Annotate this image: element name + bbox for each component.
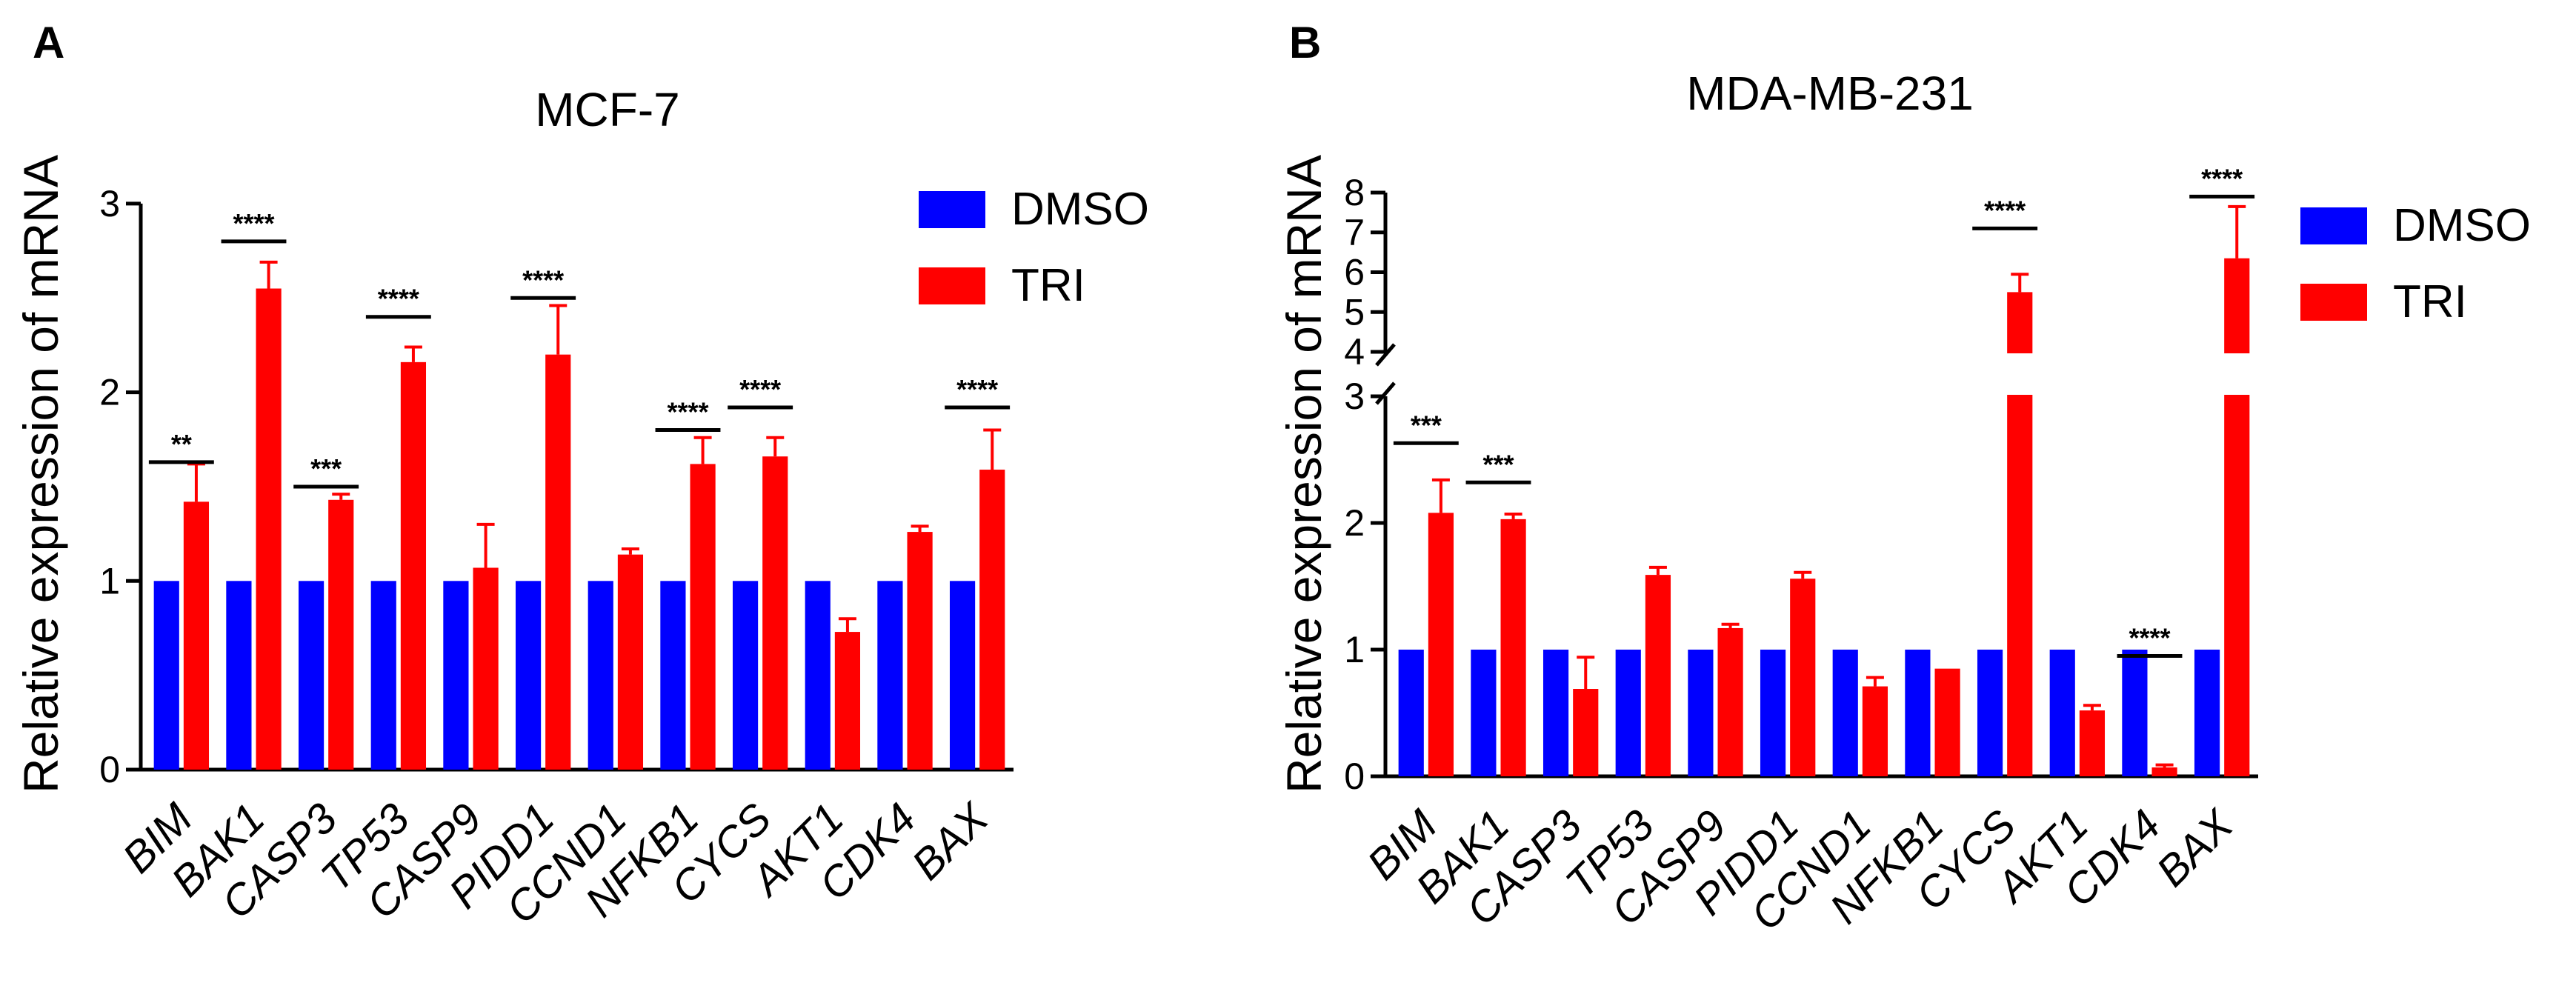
panel-b-significance-label: **** xyxy=(1984,195,2026,225)
panel-b-y-axis-label: Relative expression of mRNA xyxy=(1277,155,1331,793)
panel-b-title: MDA-MB-231 xyxy=(1686,67,1974,120)
panel-a-bar-dmso xyxy=(298,581,325,770)
panel-b-bar-break-gap xyxy=(2223,353,2251,395)
panel-b-bar-tri xyxy=(1790,579,1816,776)
panel-a-bar-tri xyxy=(979,470,1005,770)
panel-a-bar-tri xyxy=(834,632,861,770)
panel-a-bar-dmso xyxy=(660,581,686,770)
panel-b-bar-tri xyxy=(1862,686,1888,776)
panel-b-bar-dmso xyxy=(1905,650,1931,776)
panel-a-plot: 0123BIMBAK1CASP3TP53CASP9PIDD1CCND1NFKB1… xyxy=(99,183,1149,933)
panel-a-significance-label: **** xyxy=(233,208,274,239)
panel-a-bar-tri xyxy=(545,354,571,770)
panel-a-legend-label-dmso: DMSO xyxy=(1011,184,1149,235)
panel-a-legend-swatch-dmso xyxy=(919,191,985,228)
panel-b-legend-swatch-tri xyxy=(2300,284,2367,321)
panel-a-bar-dmso xyxy=(443,581,469,770)
panel-b-bar-tri xyxy=(2151,767,2177,776)
panel-a-bar-tri xyxy=(183,501,210,770)
panel-b-bar-dmso xyxy=(1471,650,1497,776)
panel-b-bar-dmso xyxy=(1398,650,1424,776)
panel-a-bar-dmso xyxy=(588,581,613,770)
panel-a-significance-label: **** xyxy=(378,284,419,314)
panel-a-bar-dmso xyxy=(732,581,759,770)
panel-a-bar-dmso xyxy=(226,581,252,770)
panel-a-bar-dmso xyxy=(877,581,903,770)
panel-a-significance-label: ** xyxy=(171,429,192,459)
panel-a-bar-tri xyxy=(690,464,716,770)
panel-b-bar-dmso xyxy=(1977,650,2003,776)
panel-b-letter: B xyxy=(1289,18,1321,67)
panel-a-bar-dmso xyxy=(805,581,831,770)
panel-b-y-tick-label: 3 xyxy=(1344,376,1365,417)
panel-a-x-tick-label: BAX xyxy=(902,793,999,890)
panel-a-bar-dmso xyxy=(153,581,179,770)
panel-a-y-tick-label: 1 xyxy=(99,560,120,601)
panel-b-legend-swatch-dmso xyxy=(2300,207,2367,244)
panel-a-bar-tri xyxy=(762,456,788,770)
panel-a-bar-tri xyxy=(617,554,644,770)
panel-b-bar-dmso xyxy=(1615,650,1641,776)
panel-a-bar-dmso xyxy=(370,581,396,770)
panel-a-bar-dmso xyxy=(949,581,976,770)
panel-a-legend-label-tri: TRI xyxy=(1011,260,1085,311)
panel-a-significance-label: *** xyxy=(310,453,342,484)
panel-a-significance-label: **** xyxy=(667,397,708,427)
panel-a-y-tick-label: 2 xyxy=(99,372,120,413)
panel-b-bar-tri xyxy=(1717,627,1743,776)
panel-b-bar-dmso xyxy=(2122,650,2148,776)
panel-b-bar-dmso xyxy=(2049,650,2075,776)
panel-b-bar-tri xyxy=(2224,258,2250,776)
panel-a-bar-dmso xyxy=(515,581,542,770)
panel-b-bar-break-gap xyxy=(2006,353,2034,395)
panel-b-bar-dmso xyxy=(1542,650,1569,776)
panel-b-bar-tri xyxy=(1428,513,1454,776)
panel-b-significance-label: **** xyxy=(2129,623,2170,653)
panel-b-legend-label-dmso: DMSO xyxy=(2393,200,2531,251)
panel-b-bar-tri xyxy=(2079,710,2106,776)
panel-a-bar-tri xyxy=(473,567,499,770)
panel-b-bar-dmso xyxy=(1832,650,1858,776)
panel-b-bar-dmso xyxy=(1760,650,1786,776)
panel-b-y-tick-label: 8 xyxy=(1344,172,1365,213)
panel-b-axis-break-mark xyxy=(1375,381,1396,405)
panel-a-significance-label: **** xyxy=(739,374,781,404)
panel-b-significance-label: *** xyxy=(1482,449,1514,479)
panel-b-x-tick-label: BAX xyxy=(2147,800,2243,896)
panel-a-bar-tri xyxy=(907,532,933,770)
panel-a-title: MCF-7 xyxy=(535,83,680,136)
panel-b-bar-tri xyxy=(1934,668,1960,776)
panel-b-y-tick-label: 4 xyxy=(1344,331,1365,373)
panel-a-bar-tri xyxy=(256,288,282,770)
panel-b-bar-tri xyxy=(1573,689,1599,776)
panel-b-bar-dmso xyxy=(1688,650,1714,776)
panel-b-bar-dmso xyxy=(2194,650,2220,776)
panel-a-y-tick-label: 0 xyxy=(99,749,120,790)
panel-b-significance-label: *** xyxy=(1411,410,1442,440)
panel-b-y-tick-label: 7 xyxy=(1344,212,1365,253)
panel-a-bar-tri xyxy=(328,499,354,770)
panel-b-legend-label-tri: TRI xyxy=(2393,276,2467,327)
panel-a-y-tick-label: 3 xyxy=(99,183,120,224)
panel-b-axis-break-mark xyxy=(1375,343,1396,367)
panel-a-significance-label: **** xyxy=(522,264,564,295)
panel-b-y-tick-label: 6 xyxy=(1344,252,1365,293)
panel-a-legend-swatch-tri xyxy=(919,267,985,304)
panel-b-bar-tri xyxy=(1500,519,1526,776)
panel-b-y-tick-label: 2 xyxy=(1344,502,1365,544)
panel-b-plot: 012345678BIMBAK1CASP3TP53CASP9PIDD1CCND1… xyxy=(1344,163,2531,939)
panel-a-bar-tri xyxy=(400,361,427,770)
panel-b-y-tick-label: 5 xyxy=(1344,291,1365,333)
panel-a-significance-label: **** xyxy=(956,374,998,404)
panel-a-letter: A xyxy=(33,18,64,67)
panel-a-y-axis-label: Relative expression of mRNA xyxy=(13,155,68,793)
panel-b-significance-label: **** xyxy=(2201,163,2243,193)
panel-b-y-tick-label: 1 xyxy=(1344,629,1365,670)
panel-b-y-tick-label: 0 xyxy=(1344,756,1365,797)
panel-b-bar-tri xyxy=(1645,575,1671,776)
